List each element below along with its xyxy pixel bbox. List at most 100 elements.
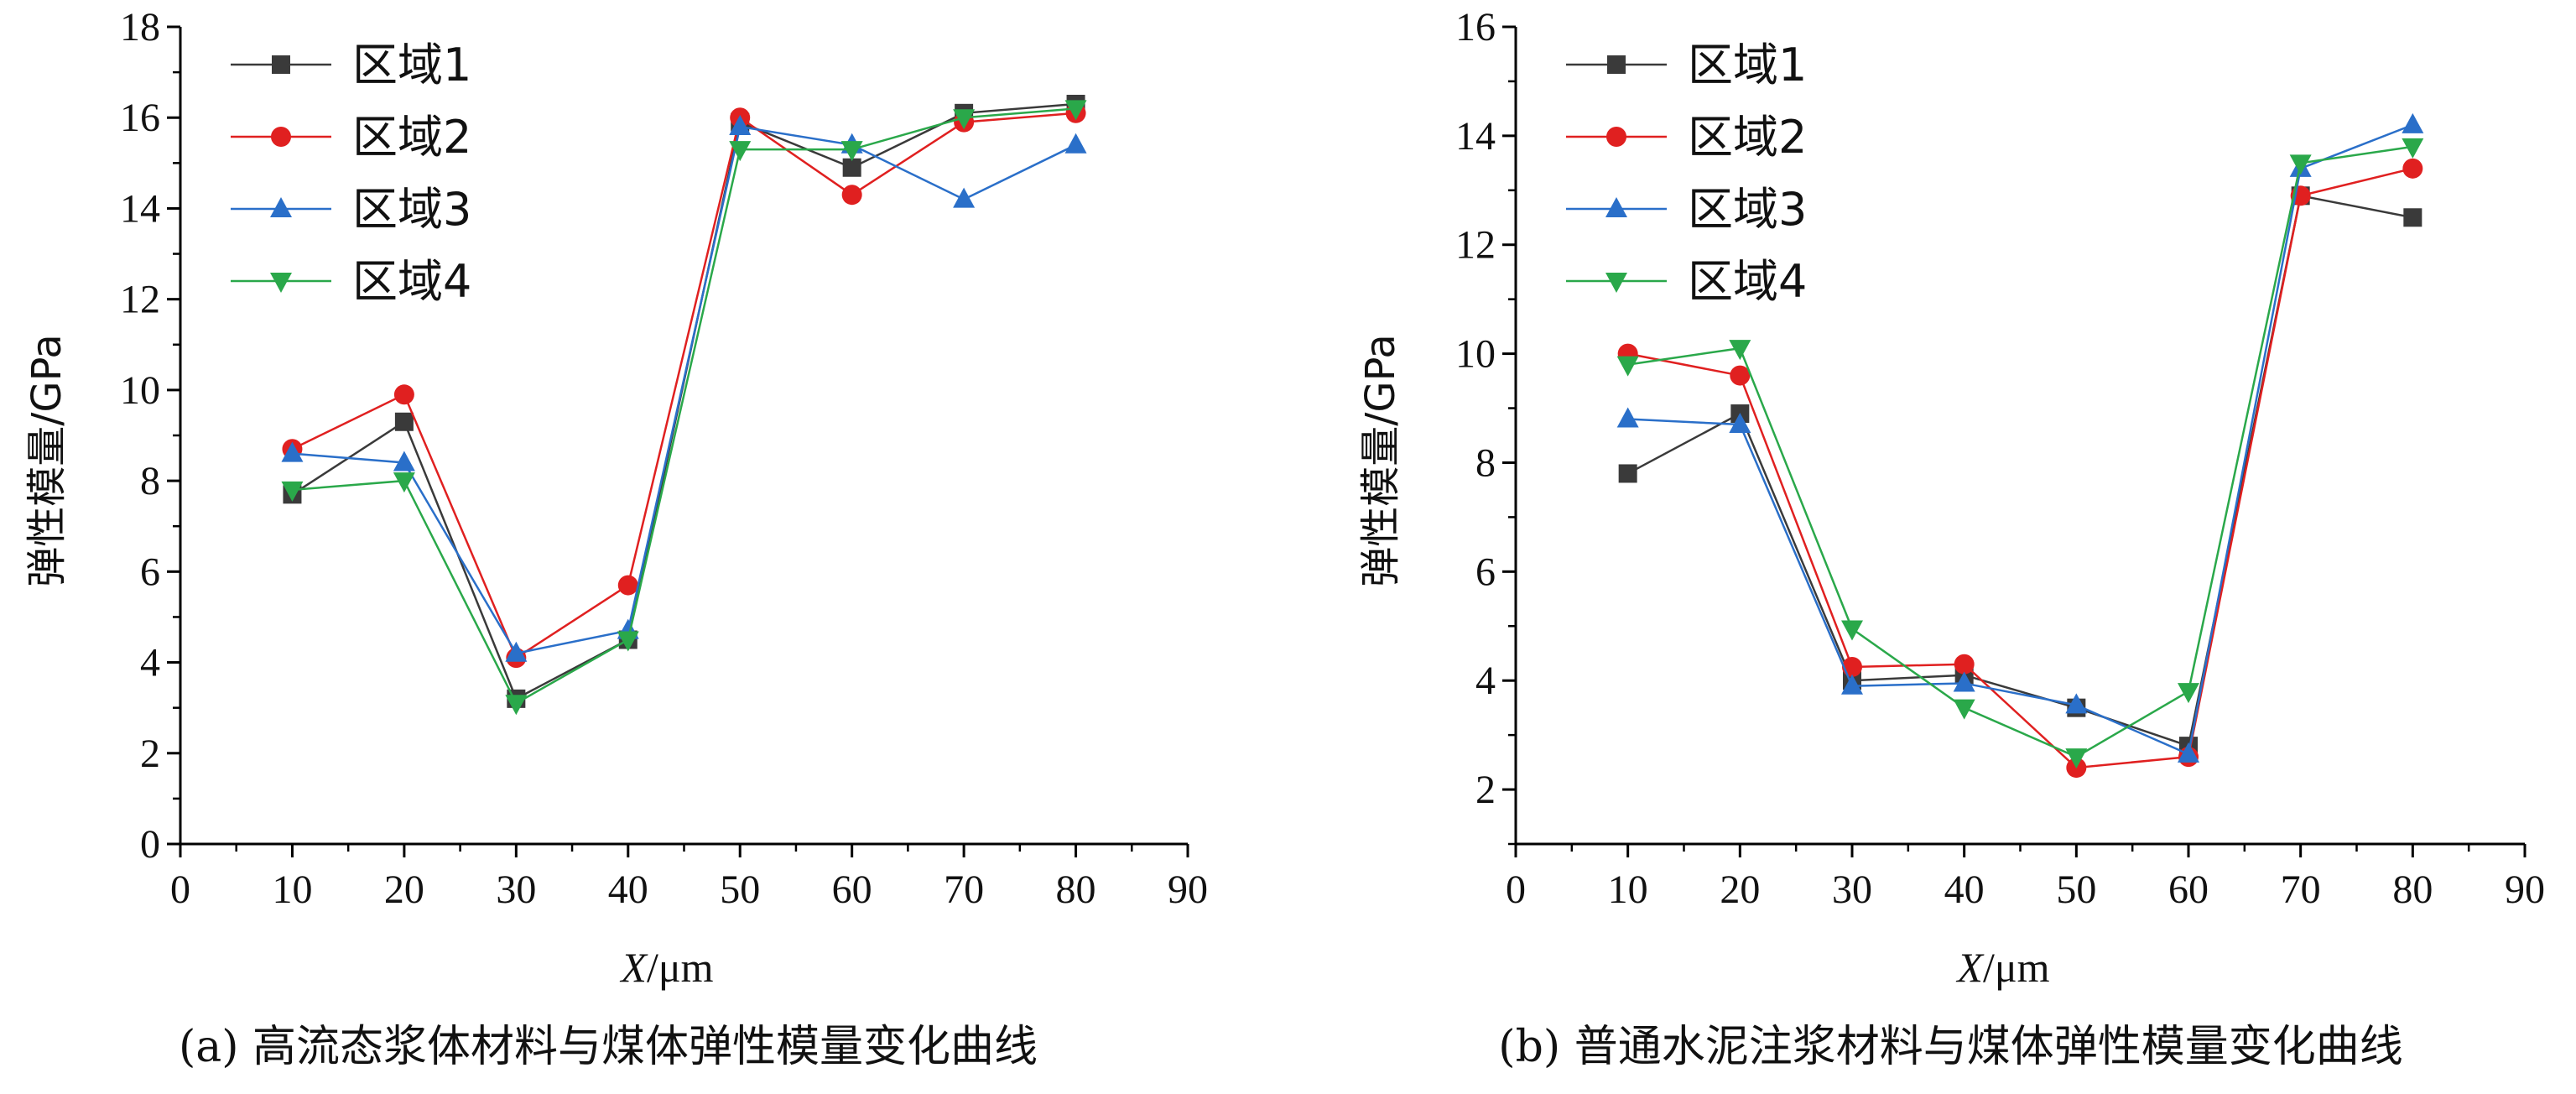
legend: 区域1 区域2 区域3 区域4	[1566, 39, 1807, 308]
data-point	[729, 115, 752, 136]
y-tick-label: 12	[120, 278, 160, 322]
data-point	[2065, 748, 2088, 769]
x-axis-label: X/μm	[619, 944, 713, 991]
data-point	[617, 575, 638, 596]
data-point	[840, 141, 863, 162]
legend: 区域1 区域2 区域3 区域4	[231, 39, 471, 308]
series-line-2	[291, 112, 1076, 660]
x-tick-label: 20	[384, 867, 424, 912]
data-point	[505, 641, 528, 662]
data-point	[2402, 112, 2424, 133]
legend-label: 区域3	[352, 183, 471, 236]
y-tick-label: 14	[120, 186, 160, 231]
data-point	[1841, 620, 1863, 641]
data-point	[2402, 158, 2423, 179]
data-point	[1616, 356, 1639, 377]
y-tick-label: 16	[1455, 5, 1496, 49]
x-tick-label: 30	[1832, 867, 1872, 912]
chart-b: 0 10 20 30 40 50 60 70 80 90 2 4 6 8 10 12 14 16 X/μm 弹性模量/…	[1357, 5, 2545, 991]
y-tick-label: 16	[120, 96, 160, 140]
x-tick-label: 50	[2056, 867, 2096, 912]
legend-marker	[1607, 55, 1626, 74]
y-tick-label: 18	[120, 5, 160, 49]
x-tick-label: 80	[2392, 867, 2433, 912]
legend-label: 区域4	[352, 255, 471, 308]
y-tick-label: 6	[140, 550, 160, 594]
series-line-3	[1627, 123, 2413, 756]
data-point	[393, 384, 414, 405]
series-line-3	[292, 125, 1077, 655]
x-tick-label: 90	[2505, 867, 2545, 912]
data-point	[2402, 138, 2424, 159]
y-tick-label: 10	[120, 368, 160, 413]
data-point	[841, 185, 862, 206]
data-point	[953, 109, 976, 130]
data-point	[393, 472, 415, 493]
data-point	[1841, 674, 1863, 695]
chart-a: 0 10 20 30 40 50 60 70 80 90 0 2 4 6 8 10 12 14 16 18 X/μm 弹性…	[23, 5, 1208, 991]
y-axis-label: 弹性模量/GPa	[23, 334, 70, 587]
x-tick-label: 90	[1168, 867, 1208, 912]
legend-marker	[272, 55, 290, 74]
x-tick-label: 0	[170, 867, 190, 912]
data-point	[1064, 100, 1087, 121]
legend-label: 区域1	[352, 39, 471, 91]
data-point	[1618, 464, 1637, 483]
x-tick-label: 40	[1944, 867, 1985, 912]
y-tick-label: 8	[1475, 440, 1496, 485]
legend-label: 区域3	[1688, 183, 1807, 236]
legend-label: 区域2	[1688, 111, 1807, 164]
x-tick-label: 30	[496, 867, 536, 912]
data-point	[1953, 671, 1975, 692]
y-tick-label: 6	[1475, 550, 1496, 594]
legend-marker	[270, 197, 292, 217]
data-point	[1953, 699, 1975, 720]
data-point	[281, 481, 304, 502]
data-point	[729, 141, 752, 162]
data-point	[1729, 413, 1751, 434]
data-point	[394, 412, 414, 431]
series-line-2	[1627, 167, 2413, 769]
data-point	[1729, 340, 1751, 361]
legend-marker	[270, 273, 292, 293]
legend-marker	[271, 127, 291, 147]
y-tick-label: 4	[1475, 659, 1496, 703]
data-point	[393, 451, 415, 471]
data-point	[617, 631, 639, 652]
series-line-4	[1627, 145, 2413, 758]
data-point	[842, 158, 861, 177]
y-tick-label: 10	[1455, 332, 1496, 377]
data-point	[1064, 133, 1087, 154]
x-tick-label: 60	[2168, 867, 2209, 912]
data-point	[2289, 154, 2312, 175]
legend-marker	[1605, 197, 1627, 217]
y-tick-label: 12	[1455, 223, 1496, 268]
y-tick-label: 0	[140, 822, 160, 867]
data-point	[1730, 365, 1751, 386]
y-tick-label: 8	[140, 459, 160, 503]
data-point	[1954, 654, 1975, 675]
data-point	[1616, 407, 1639, 428]
legend-label: 区域2	[352, 111, 471, 164]
x-tick-label: 20	[1720, 867, 1760, 912]
caption-b: (b) 普通水泥注浆材料与煤体弹性模量变化曲线	[1498, 1022, 2403, 1072]
y-tick-label: 2	[140, 732, 160, 776]
series-line-4	[292, 107, 1076, 705]
y-axis-label: 弹性模量/GPa	[1357, 334, 1404, 587]
data-point	[953, 187, 976, 208]
legend-marker	[1605, 273, 1627, 293]
data-point	[2065, 693, 2088, 714]
y-tick-label: 4	[140, 641, 160, 685]
x-tick-label: 70	[2281, 867, 2321, 912]
x-tick-label: 50	[720, 867, 760, 912]
legend-label: 区域4	[1688, 255, 1807, 308]
x-tick-label: 60	[832, 867, 872, 912]
data-point	[281, 441, 304, 462]
x-tick-label: 0	[1506, 867, 1526, 912]
data-point	[2403, 208, 2422, 227]
x-tick-label: 40	[608, 867, 648, 912]
x-tick-label: 10	[1608, 867, 1648, 912]
legend-label: 区域1	[1688, 39, 1807, 91]
x-tick-label: 10	[272, 867, 312, 912]
